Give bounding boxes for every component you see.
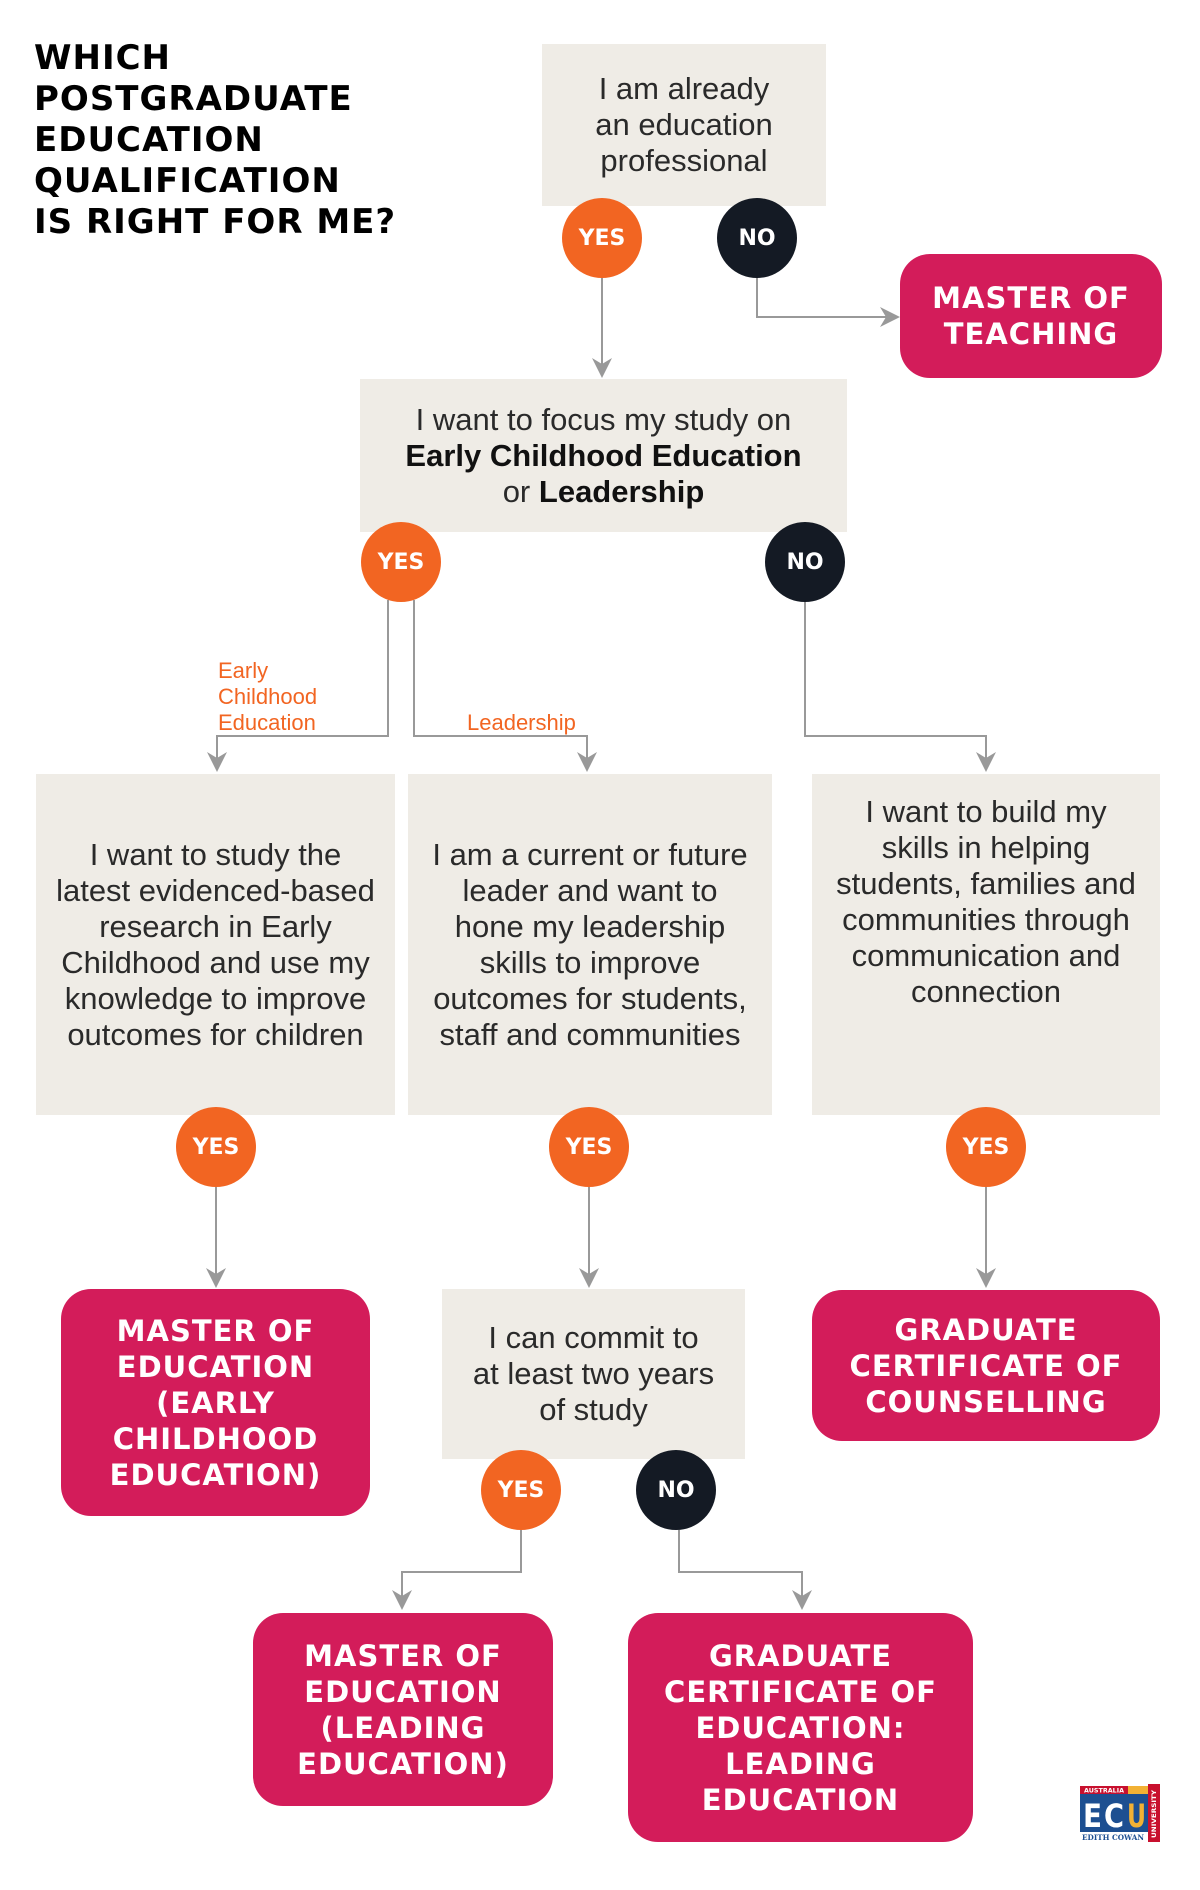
text: Childhood (218, 684, 318, 709)
text: I am a current or future leader and want… (432, 836, 748, 1052)
no-badge: NO (765, 522, 845, 602)
yes-badge: YES (361, 522, 441, 602)
text: I am already (598, 71, 770, 106)
svg-text:EDITH COWAN: EDITH COWAN (1082, 1833, 1145, 1842)
svg-text:E: E (1083, 1797, 1102, 1835)
title-line: WHICH (34, 38, 172, 78)
result-master-leading-education: MASTER OF EDUCATION (LEADING EDUCATION) (253, 1613, 553, 1806)
text: Early (218, 658, 269, 683)
connector-arrow (756, 277, 900, 327)
no-badge: NO (636, 1450, 716, 1530)
branch-label-early-childhood: Early Childhood Education (218, 658, 317, 736)
svg-text:C: C (1104, 1797, 1124, 1835)
title-line: EDUCATION (34, 120, 264, 160)
question-education-professional: I am already an education professional (542, 44, 826, 206)
title-line: QUALIFICATION (34, 161, 341, 201)
connector-arrow (207, 600, 389, 772)
text-bold: Early Childhood Education (405, 437, 802, 473)
text: an education (595, 107, 773, 142)
connector-arrow (392, 1530, 522, 1610)
question-helping-skills: I want to build my skills in helping stu… (812, 774, 1160, 1115)
title-line: IS RIGHT FOR ME? (34, 202, 397, 242)
yes-badge: YES (562, 198, 642, 278)
result-grad-cert-counselling: GRADUATE CERTIFICATE OF COUNSELLING (812, 1290, 1160, 1441)
question-two-years: I can commit to at least two years of st… (442, 1289, 745, 1459)
yes-badge: YES (176, 1107, 256, 1187)
yes-badge: YES (549, 1107, 629, 1187)
ecu-logo: AUSTRALIA E C U EDITH COWAN UNIVERSITY (1080, 1784, 1160, 1842)
svg-text:UNIVERSITY: UNIVERSITY (1151, 1789, 1158, 1838)
result-master-of-teaching: MASTER OF TEACHING (900, 254, 1162, 378)
text: I want to focus my study on (415, 401, 792, 437)
text: I want to study the latest evidenced-bas… (56, 836, 375, 1052)
svg-text:AUSTRALIA: AUSTRALIA (1084, 1788, 1124, 1795)
question-leader: I am a current or future leader and want… (408, 774, 772, 1115)
question-early-childhood: I want to study the latest evidenced-bas… (36, 774, 395, 1115)
title-line: POSTGRADUATE (34, 79, 353, 119)
branch-label-leadership: Leadership (467, 710, 576, 735)
no-badge: NO (717, 198, 797, 278)
result-master-early-childhood: MASTER OF EDUCATION (EARLY CHILDHOOD EDU… (61, 1289, 370, 1516)
question-focus: I want to focus my study on Early Childh… (360, 379, 847, 532)
yes-badge: YES (946, 1107, 1026, 1187)
svg-text:U: U (1127, 1797, 1146, 1835)
text-bold: Leadership (538, 473, 705, 509)
text: professional (600, 143, 768, 178)
text: Education (218, 710, 316, 735)
text: I can commit to at least two years of st… (472, 1320, 715, 1427)
text: or (502, 473, 531, 509)
connector-arrow (678, 1530, 812, 1610)
text: I want to build my skills in helping stu… (836, 794, 1136, 1009)
connector-arrow (413, 600, 597, 772)
result-grad-cert-leading-education: GRADUATE CERTIFICATE OF EDUCATION: LEADI… (628, 1613, 973, 1842)
page-title: WHICH POSTGRADUATE EDUCATION QUALIFICATI… (34, 38, 396, 243)
yes-badge: YES (481, 1450, 561, 1530)
connector-arrow (804, 601, 996, 772)
